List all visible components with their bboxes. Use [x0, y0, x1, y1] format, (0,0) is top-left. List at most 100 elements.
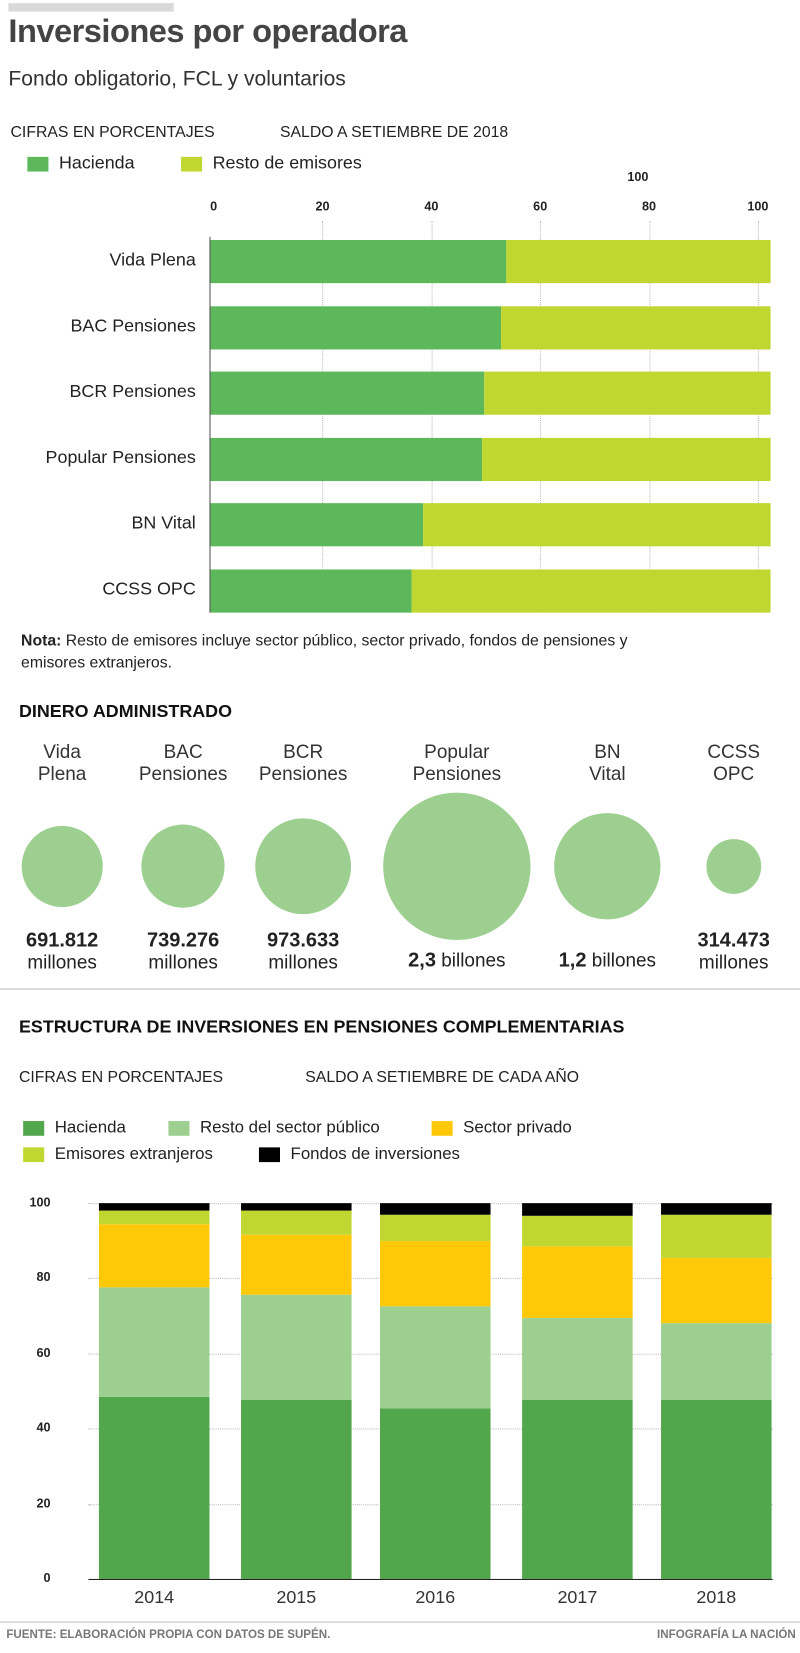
x-tick-label: 20	[315, 198, 330, 214]
bar-emisores-extranjeros	[522, 1216, 633, 1247]
note-text: Resto de emisores incluye sector público…	[21, 631, 628, 672]
bar-hacienda	[209, 437, 482, 482]
bar-resto-de-emisores	[422, 503, 771, 547]
x-tick-label: 2017	[557, 1587, 598, 1608]
bubble-name-line2: OPC	[713, 763, 755, 785]
chart3-units-label: CIFRAS EN PORCENTAJES	[18, 1068, 224, 1087]
chart1-date-label: SALDO A SETIEMBRE DE 2018	[279, 123, 509, 142]
chart3-title: ESTRUCTURA DE INVERSIONES EN PENSIONES C…	[18, 1016, 625, 1037]
section-divider	[0, 988, 800, 990]
bar-fondos-de-inversiones	[241, 1203, 352, 1211]
x-gridline	[540, 221, 542, 613]
x-gridline	[431, 221, 433, 613]
y-tick-label: 40	[36, 1420, 51, 1435]
legend-label: Hacienda	[54, 1118, 126, 1137]
y-tick-label: 20	[36, 1495, 51, 1511]
chart1-extra-label: 100	[627, 169, 649, 185]
bar-hacienda	[241, 1400, 352, 1579]
legend-item-0: Hacienda	[27, 152, 135, 174]
legend-item-2: Sector privado	[431, 1118, 572, 1138]
bar-hacienda	[209, 306, 502, 350]
footer-credit: INFOGRAFÍA LA NACIÓN	[657, 1628, 796, 1642]
bar-emisores-extranjeros	[98, 1210, 210, 1224]
bar-resto-del-sector-público	[522, 1317, 633, 1401]
legend-item-0: Hacienda	[23, 1119, 126, 1138]
bubble-name-line1: BAC	[163, 741, 203, 763]
row-label: CCSS OPC	[102, 578, 196, 599]
bubble-name-line1: Popular	[424, 741, 490, 763]
chart1-note: Nota: Resto de emisores incluye sector p…	[21, 629, 695, 673]
bubble-unit: millones	[268, 951, 338, 973]
bar-hacienda	[209, 569, 412, 613]
legend-item-1: Resto del sector público	[168, 1118, 380, 1138]
bar-hacienda	[209, 371, 485, 415]
legend-item-3: Emisores extranjeros	[23, 1145, 213, 1164]
x-gridline	[322, 221, 324, 613]
bubble-value: 2,3 billones	[383, 949, 530, 971]
bar-emisores-extranjeros	[661, 1214, 772, 1258]
bubble-number: 2,3	[408, 949, 436, 972]
legend-label: Resto del sector público	[199, 1118, 380, 1137]
bubble-name-line2: Vital	[589, 763, 626, 785]
legend-item-1: Resto de emisores	[181, 153, 362, 174]
bubble-name: Vida Plena	[0, 741, 125, 785]
bubble-name-line2: Pensiones	[412, 763, 502, 785]
bubble-number: 973.633	[267, 929, 340, 952]
bubble-name-line2: Pensiones	[138, 763, 228, 785]
y-tick-label: 0	[43, 1570, 51, 1586]
bar-fondos-de-inversiones	[522, 1203, 633, 1217]
bubble-number: 739.276	[147, 929, 220, 952]
chart1-axis-line	[209, 236, 211, 613]
x-tick-label: 80	[642, 198, 657, 214]
bar-fondos-de-inversiones	[98, 1203, 210, 1211]
bubble-unit: millones	[148, 951, 218, 973]
bar-sector-privado	[379, 1240, 491, 1307]
legend-swatch	[23, 1147, 45, 1162]
bubble	[255, 818, 352, 915]
bar-hacienda	[209, 503, 423, 547]
bar-fondos-de-inversiones	[661, 1203, 772, 1215]
bubble-name: BN Vital	[544, 741, 670, 785]
y-tick-label: 80	[36, 1269, 51, 1285]
x-gridline	[649, 221, 651, 613]
x-gridline	[757, 221, 759, 613]
bar-hacienda	[98, 1396, 210, 1579]
legend-swatch	[181, 156, 203, 172]
legend-swatch	[23, 1120, 45, 1136]
bar-resto-de-emisores	[501, 306, 771, 350]
bar-hacienda	[209, 239, 507, 284]
bar-resto-del-sector-público	[661, 1323, 772, 1401]
legend-label: Sector privado	[463, 1118, 572, 1137]
bubble-name: BCR Pensiones	[240, 741, 366, 785]
bar-resto-de-emisores	[484, 371, 771, 415]
page-subtitle: Fondo obligatorio, FCL y voluntarios	[8, 67, 346, 91]
bar-hacienda	[661, 1400, 772, 1579]
bubble-unit: millones	[698, 951, 769, 973]
legend-swatch	[27, 156, 49, 172]
row-label: Vida Plena	[109, 249, 196, 270]
bubble	[706, 839, 761, 894]
chart3-x-axis	[88, 1578, 773, 1580]
bubble-name-line1: BCR	[283, 741, 324, 763]
bubble-value: 739.276 millones	[109, 929, 256, 973]
bubble-name: CCSS OPC	[671, 741, 797, 785]
legend-label: Emisores extranjeros	[54, 1145, 213, 1164]
bubble-name-line1: CCSS	[707, 741, 760, 763]
legend-label: Hacienda	[58, 152, 135, 173]
footer-divider	[0, 1621, 800, 1624]
x-tick-label: 2014	[134, 1587, 175, 1608]
bubble	[141, 824, 225, 909]
bubble-value: 314.473 millones	[660, 930, 800, 973]
bubble-unit: billones	[591, 949, 657, 971]
bubble-name-line1: BN	[594, 741, 621, 763]
bubble-name-line2: Pensiones	[258, 763, 348, 785]
bar-resto-de-emisores	[506, 239, 771, 284]
row-label: BAC Pensiones	[70, 315, 196, 336]
x-tick-label: 0	[210, 198, 218, 214]
bubble-name-line1: Vida	[43, 741, 81, 763]
legend-swatch	[168, 1120, 190, 1136]
x-tick-label: 40	[424, 198, 439, 214]
bubble	[21, 825, 103, 907]
row-label: BCR Pensiones	[69, 381, 196, 402]
